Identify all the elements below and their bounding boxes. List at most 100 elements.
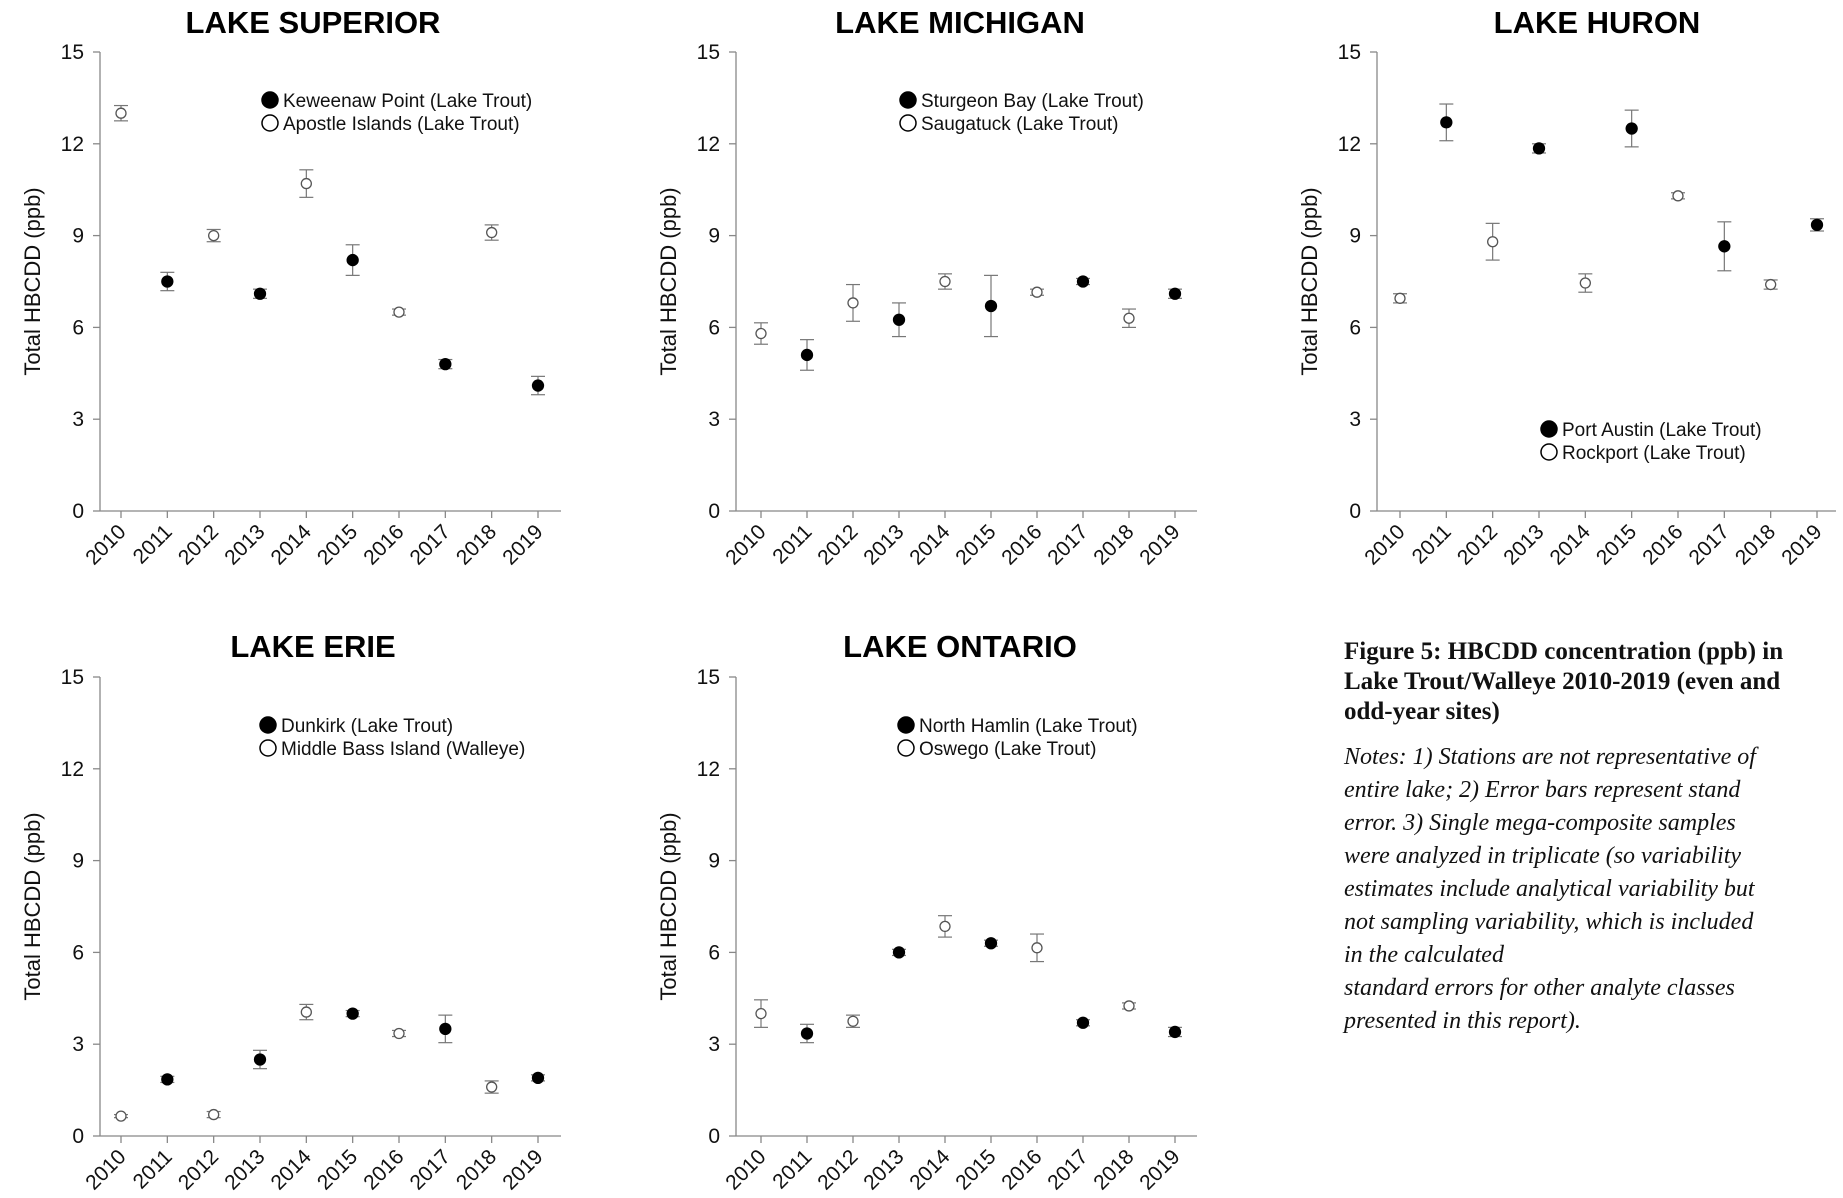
legend-label: Keweenaw Point (Lake Trout) <box>283 91 532 112</box>
data-point-open <box>300 1006 312 1018</box>
data-point-open <box>755 327 767 340</box>
x-tick-label: 2014 <box>1546 520 1596 570</box>
legend-label: Oswego (Lake Trout) <box>919 739 1096 760</box>
y-tick-label: 6 <box>708 316 720 339</box>
legend-label: Rockport (Lake Trout) <box>1562 443 1746 464</box>
x-tick-label: 2010 <box>721 1145 770 1194</box>
data-point-filled <box>1810 218 1824 232</box>
x-tick-label: 2016 <box>997 1145 1046 1194</box>
chart-panel: LAKE ONTARIO 0 3 6 9 12 15 Total HBCDD (ppb) 201… <box>656 629 1197 1195</box>
data-point-open <box>393 1027 405 1040</box>
data-point-filled <box>1168 1025 1182 1039</box>
legend-label: Apostle Islands (Lake Trout) <box>283 114 520 135</box>
chart-title: LAKE HURON <box>1494 5 1701 40</box>
data-point-filled <box>892 946 906 959</box>
x-tick-label: 2013 <box>220 1145 269 1194</box>
data-point-open <box>486 1081 498 1093</box>
y-axis-title: Total HBCDD (ppb) <box>1297 187 1322 375</box>
x-tick-label: 2013 <box>859 1145 908 1194</box>
caption-note-line: in the calculated <box>1344 942 1504 968</box>
y-tick-label: 0 <box>72 500 84 523</box>
legend-marker <box>897 739 915 757</box>
legend-marker <box>1540 443 1558 461</box>
data-point-open <box>1031 942 1043 954</box>
x-tick-label: 2016 <box>997 520 1046 569</box>
x-tick-label: 2015 <box>951 520 1000 569</box>
legend-marker <box>1540 420 1558 438</box>
data-point-filled <box>253 1053 267 1066</box>
data-point-filled <box>800 1027 814 1040</box>
x-tick-label: 2019 <box>1135 520 1184 569</box>
y-tick-label: 9 <box>1349 225 1361 248</box>
x-tick-label: 2014 <box>905 1145 955 1195</box>
y-tick-label: 12 <box>1338 133 1361 156</box>
chart-title: LAKE ONTARIO <box>843 629 1077 664</box>
y-axis-title: Total HBCDD (ppb) <box>20 812 45 1000</box>
data-point-filled <box>800 348 814 362</box>
x-tick-label: 2012 <box>174 520 223 569</box>
data-point-open <box>393 306 405 318</box>
data-point-open <box>115 107 127 119</box>
y-tick-label: 6 <box>708 941 720 964</box>
x-tick-label: 2011 <box>768 1145 816 1193</box>
x-tick-label: 2018 <box>1731 520 1780 569</box>
x-tick-label: 2010 <box>81 520 130 569</box>
legend-label: Sturgeon Bay (Lake Trout) <box>921 91 1144 112</box>
y-tick-label: 9 <box>708 225 720 248</box>
x-tick-label: 2012 <box>174 1145 223 1194</box>
x-tick-label: 2010 <box>81 1145 130 1194</box>
x-tick-label: 2014 <box>267 1145 317 1195</box>
x-tick-label: 2013 <box>1499 520 1548 569</box>
x-tick-label: 2013 <box>859 520 908 569</box>
caption-note-line: error. 3) Single mega-composite samples <box>1344 810 1736 836</box>
data-point-filled <box>531 379 545 392</box>
y-axis-title: Total HBCDD (ppb) <box>656 187 681 375</box>
data-point-open <box>1579 277 1591 289</box>
y-tick-label: 3 <box>1349 408 1361 431</box>
y-tick-label: 3 <box>72 408 84 431</box>
x-tick-label: 2011 <box>1408 520 1456 568</box>
data-point-filled <box>161 275 174 288</box>
chart-title: LAKE MICHIGAN <box>835 5 1085 40</box>
legend-marker <box>259 739 277 757</box>
x-tick-label: 2019 <box>498 520 547 569</box>
data-point-filled <box>346 253 359 267</box>
x-tick-label: 2014 <box>267 520 317 570</box>
data-point-open <box>939 920 951 933</box>
y-tick-label: 15 <box>697 666 720 689</box>
x-tick-label: 2018 <box>1089 520 1138 569</box>
data-point-open <box>208 229 220 242</box>
y-tick-label: 0 <box>708 1125 720 1148</box>
caption-note-line: Notes: 1) Stations are not representativ… <box>1344 744 1756 770</box>
x-tick-label: 2010 <box>721 520 770 569</box>
x-tick-label: 2017 <box>406 1145 455 1194</box>
figure-caption: Figure 5: HBCDD concentration (ppb) in L… <box>1344 637 1824 1038</box>
legend-marker <box>261 114 279 132</box>
y-tick-label: 6 <box>72 941 84 964</box>
x-tick-label: 2011 <box>768 520 816 568</box>
caption-title: Figure 5: HBCDD concentration (ppb) in L… <box>1344 638 1784 725</box>
x-tick-label: 2019 <box>498 1145 547 1194</box>
y-tick-label: 6 <box>72 316 84 339</box>
legend-label: Middle Bass Island (Walleye) <box>281 739 525 760</box>
legend-marker <box>899 114 917 132</box>
caption-note-line: estimates include analytical variability… <box>1344 876 1755 902</box>
data-point-open <box>300 177 312 190</box>
y-tick-label: 12 <box>697 758 720 781</box>
caption-note-line: entire lake; 2) Error bars represent sta… <box>1344 777 1741 803</box>
x-tick-label: 2012 <box>1453 520 1502 569</box>
data-point-filled <box>346 1007 359 1020</box>
data-point-filled <box>1076 1016 1090 1029</box>
y-axis-title: Total HBCDD (ppb) <box>656 812 681 1000</box>
data-point-open <box>1394 292 1406 304</box>
y-tick-label: 15 <box>697 41 720 64</box>
data-point-open <box>1123 312 1135 324</box>
data-point-filled <box>439 1022 452 1036</box>
y-tick-label: 9 <box>708 850 720 873</box>
data-point-open <box>939 275 951 288</box>
chart-title: LAKE ERIE <box>230 629 395 664</box>
x-tick-label: 2019 <box>1135 1145 1184 1194</box>
